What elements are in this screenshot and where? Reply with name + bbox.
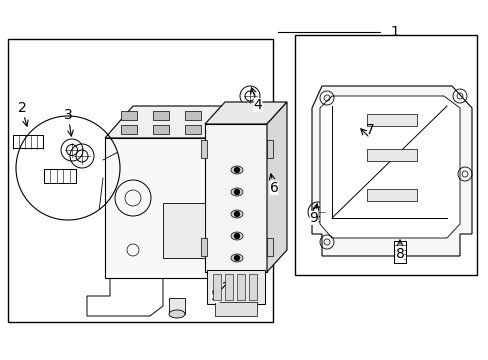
Bar	[152, 111, 168, 120]
Bar	[294, 35, 476, 275]
Bar	[248, 274, 257, 300]
Bar	[237, 274, 244, 300]
Ellipse shape	[230, 232, 243, 240]
Polygon shape	[266, 102, 286, 272]
Ellipse shape	[230, 166, 243, 174]
Bar	[8, 39, 272, 322]
Ellipse shape	[230, 188, 243, 196]
Bar	[169, 298, 184, 314]
Bar	[366, 189, 416, 201]
Bar	[184, 125, 200, 134]
Bar	[13, 135, 43, 148]
Bar	[224, 274, 232, 300]
Bar	[201, 140, 206, 158]
Text: 4: 4	[250, 88, 262, 112]
Text: 1: 1	[389, 25, 398, 39]
Text: 8: 8	[395, 240, 404, 261]
Text: 5: 5	[210, 281, 229, 303]
Circle shape	[234, 167, 240, 173]
Bar	[121, 111, 136, 120]
Polygon shape	[105, 106, 250, 138]
Bar	[121, 125, 136, 134]
Circle shape	[234, 255, 240, 261]
Polygon shape	[223, 106, 250, 278]
Bar	[201, 238, 206, 256]
Bar	[152, 125, 168, 134]
Ellipse shape	[230, 254, 243, 262]
Bar	[44, 169, 76, 183]
Polygon shape	[311, 86, 471, 256]
Bar	[215, 302, 257, 316]
Bar	[105, 138, 223, 278]
Text: 6: 6	[269, 174, 278, 195]
Circle shape	[234, 233, 240, 239]
Ellipse shape	[169, 310, 184, 318]
Bar	[266, 140, 272, 158]
Bar	[366, 149, 416, 161]
Circle shape	[234, 189, 240, 195]
Bar	[163, 203, 204, 258]
Bar	[393, 241, 405, 263]
Bar	[206, 270, 264, 304]
Text: 9: 9	[309, 204, 318, 225]
Circle shape	[234, 211, 240, 217]
Bar	[184, 111, 200, 120]
Text: 7: 7	[365, 123, 374, 137]
Text: 3: 3	[63, 108, 73, 136]
Bar	[266, 238, 272, 256]
Polygon shape	[204, 102, 286, 124]
Bar	[204, 124, 266, 272]
Ellipse shape	[230, 210, 243, 218]
Bar	[213, 274, 221, 300]
Text: 2: 2	[18, 101, 28, 126]
Bar	[366, 114, 416, 126]
Polygon shape	[319, 96, 459, 238]
